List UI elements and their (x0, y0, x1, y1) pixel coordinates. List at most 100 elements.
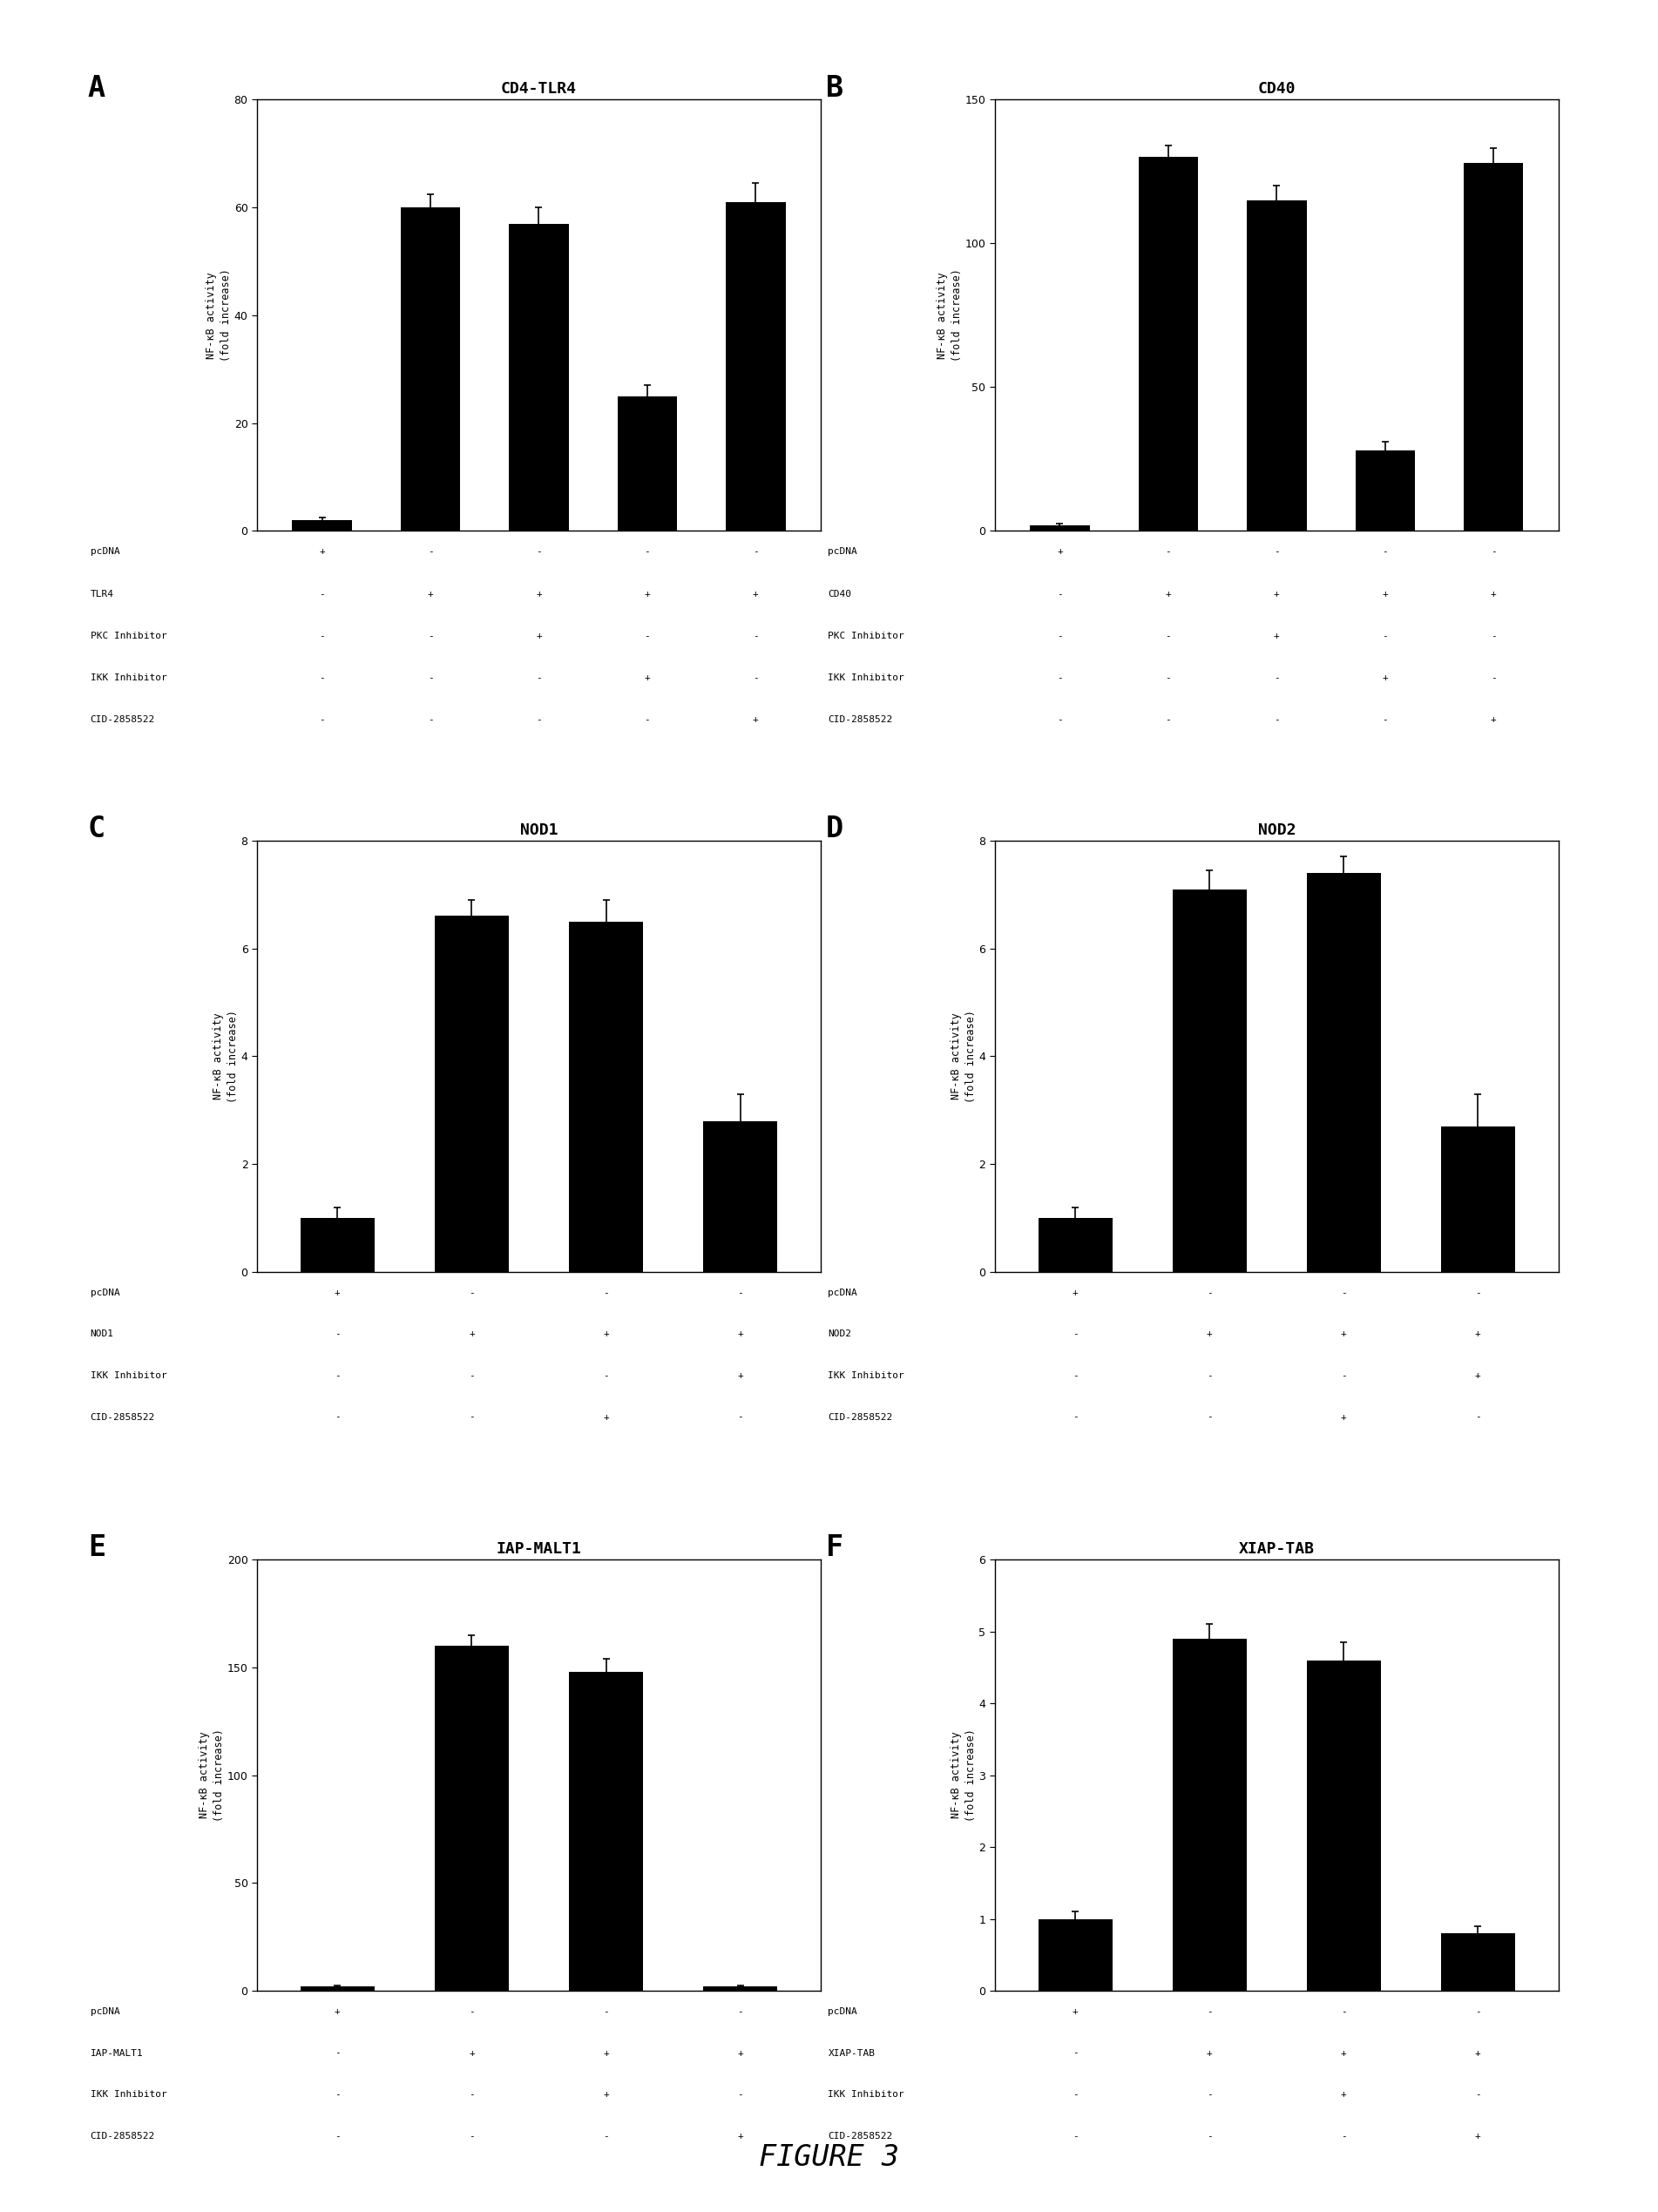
Text: IKK Inhibitor: IKK Inhibitor (90, 2090, 167, 2099)
Text: +: + (1207, 1329, 1212, 1338)
Text: CID-2858522: CID-2858522 (827, 2132, 892, 2141)
Bar (1441, 1933, 1515, 1991)
Y-axis label: NF-κB activity
(fold increase): NF-κB activity (fold increase) (937, 268, 963, 363)
Text: +: + (1073, 2006, 1078, 2015)
Text: +: + (536, 633, 542, 639)
Text: -: - (318, 675, 325, 681)
Text: -: - (645, 717, 650, 723)
Text: +: + (604, 2090, 608, 2099)
Text: pcDNA: pcDNA (827, 1287, 857, 1296)
Text: PKC Inhibitor: PKC Inhibitor (90, 633, 167, 639)
Text: -: - (1056, 591, 1063, 597)
Bar (1307, 1659, 1381, 1991)
Text: -: - (753, 633, 759, 639)
Text: -: - (1383, 717, 1388, 723)
Bar (1038, 1219, 1113, 1272)
Text: -: - (1056, 675, 1063, 681)
Bar (569, 1672, 643, 1991)
Text: +: + (1056, 549, 1063, 555)
Text: FIGURE 3: FIGURE 3 (759, 2143, 899, 2172)
Text: +: + (1491, 717, 1497, 723)
Text: -: - (1056, 633, 1063, 639)
Text: +: + (469, 1329, 474, 1338)
Text: -: - (469, 2132, 474, 2141)
Text: -: - (1073, 2090, 1078, 2099)
Text: +: + (1383, 591, 1388, 597)
Y-axis label: NF-κB activity
(fold increase): NF-κB activity (fold increase) (950, 1009, 977, 1104)
Text: +: + (604, 1329, 608, 1338)
Bar (1464, 164, 1524, 531)
Text: +: + (1341, 2048, 1346, 2057)
Text: -: - (1491, 549, 1497, 555)
Text: CID-2858522: CID-2858522 (827, 717, 892, 723)
Text: -: - (1073, 1371, 1078, 1380)
Text: -: - (469, 2090, 474, 2099)
Text: -: - (604, 2006, 608, 2015)
Text: -: - (1341, 1287, 1346, 1296)
Text: +: + (1476, 1371, 1481, 1380)
Text: -: - (335, 2048, 340, 2057)
Text: D: D (826, 814, 844, 843)
Text: -: - (1073, 1413, 1078, 1422)
Y-axis label: NF-κB activity
(fold increase): NF-κB activity (fold increase) (950, 1728, 977, 1823)
Text: -: - (335, 1413, 340, 1422)
Bar (1307, 874, 1381, 1272)
Text: -: - (335, 1371, 340, 1380)
Text: CID-2858522: CID-2858522 (90, 717, 154, 723)
Text: A: A (88, 73, 106, 102)
Text: -: - (318, 633, 325, 639)
Text: pcDNA: pcDNA (90, 1287, 119, 1296)
Text: XIAP-TAB: XIAP-TAB (827, 2048, 875, 2057)
Bar (1172, 889, 1247, 1272)
Text: pcDNA: pcDNA (90, 2006, 119, 2015)
Text: -: - (1476, 1287, 1481, 1296)
Title: CD4-TLR4: CD4-TLR4 (501, 82, 577, 97)
Text: -: - (335, 1329, 340, 1338)
Bar (1247, 199, 1307, 531)
Text: +: + (1476, 2132, 1481, 2141)
Text: +: + (738, 1329, 743, 1338)
Text: -: - (469, 1287, 474, 1296)
Bar (1172, 1639, 1247, 1991)
Text: -: - (1341, 2132, 1346, 2141)
Text: -: - (1207, 1287, 1212, 1296)
Text: -: - (1273, 549, 1280, 555)
Bar (292, 520, 351, 531)
Text: +: + (536, 591, 542, 597)
Bar (1030, 524, 1089, 531)
Bar (1355, 451, 1414, 531)
Bar (1441, 1126, 1515, 1272)
Text: +: + (738, 1371, 743, 1380)
Text: -: - (1476, 2006, 1481, 2015)
Title: NOD1: NOD1 (521, 823, 557, 838)
Y-axis label: NF-κB activity
(fold increase): NF-κB activity (fold increase) (212, 1009, 239, 1104)
Text: -: - (318, 591, 325, 597)
Text: +: + (335, 1287, 340, 1296)
Text: +: + (738, 2132, 743, 2141)
Text: -: - (1207, 2090, 1212, 2099)
Text: -: - (428, 717, 433, 723)
Text: -: - (604, 1371, 608, 1380)
Bar (703, 1986, 778, 1991)
Text: +: + (1476, 1329, 1481, 1338)
Text: +: + (753, 717, 759, 723)
Text: -: - (1383, 549, 1388, 555)
Bar (300, 1219, 375, 1272)
Text: CID-2858522: CID-2858522 (827, 1413, 892, 1422)
Text: IKK Inhibitor: IKK Inhibitor (90, 1371, 167, 1380)
Text: CID-2858522: CID-2858522 (90, 1413, 154, 1422)
Text: NOD2: NOD2 (827, 1329, 852, 1338)
Text: +: + (318, 549, 325, 555)
Text: -: - (1073, 1329, 1078, 1338)
Text: F: F (826, 1533, 844, 1562)
Bar (434, 916, 509, 1272)
Text: -: - (1073, 2132, 1078, 2141)
Text: -: - (428, 675, 433, 681)
Text: PKC Inhibitor: PKC Inhibitor (827, 633, 905, 639)
Text: -: - (335, 2132, 340, 2141)
Text: -: - (645, 633, 650, 639)
Text: -: - (1207, 1371, 1212, 1380)
Text: -: - (753, 549, 759, 555)
Text: CID-2858522: CID-2858522 (90, 2132, 154, 2141)
Text: -: - (428, 633, 433, 639)
